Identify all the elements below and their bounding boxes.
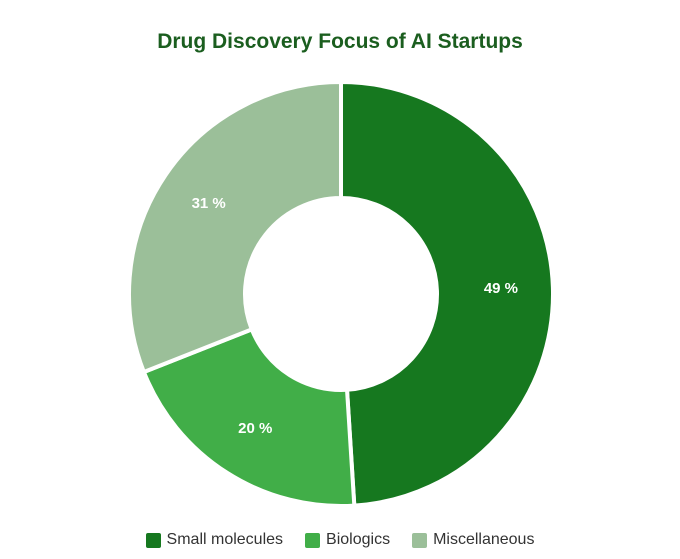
legend-label: Small molecules [166, 531, 284, 548]
donut-slice-miscellaneous[interactable] [127, 80, 343, 375]
slice-value-label: 20 % [238, 420, 272, 437]
slice-value-label: 31 % [192, 195, 226, 212]
legend-item-small-molecules[interactable]: Small molecules [145, 531, 284, 549]
legend-label: Miscellaneous [433, 531, 535, 548]
legend-label: Biologics [326, 531, 391, 548]
legend-item-biologics[interactable]: Biologics [305, 531, 390, 549]
donut-slice-small-molecules[interactable] [339, 80, 555, 508]
legend-swatch [145, 532, 161, 548]
chart-title: Drug Discovery Focus of AI Startups [157, 30, 523, 53]
donut-slice-biologics[interactable] [141, 327, 357, 508]
legend: Small molecules Biologics Miscellaneous [0, 531, 680, 549]
donut-chart: 49 % 20 % 31 % [127, 80, 555, 508]
legend-swatch [305, 532, 321, 548]
legend-swatch [412, 532, 428, 548]
slice-value-label: 49 % [484, 280, 518, 297]
legend-item-miscellaneous[interactable]: Miscellaneous [412, 531, 534, 549]
